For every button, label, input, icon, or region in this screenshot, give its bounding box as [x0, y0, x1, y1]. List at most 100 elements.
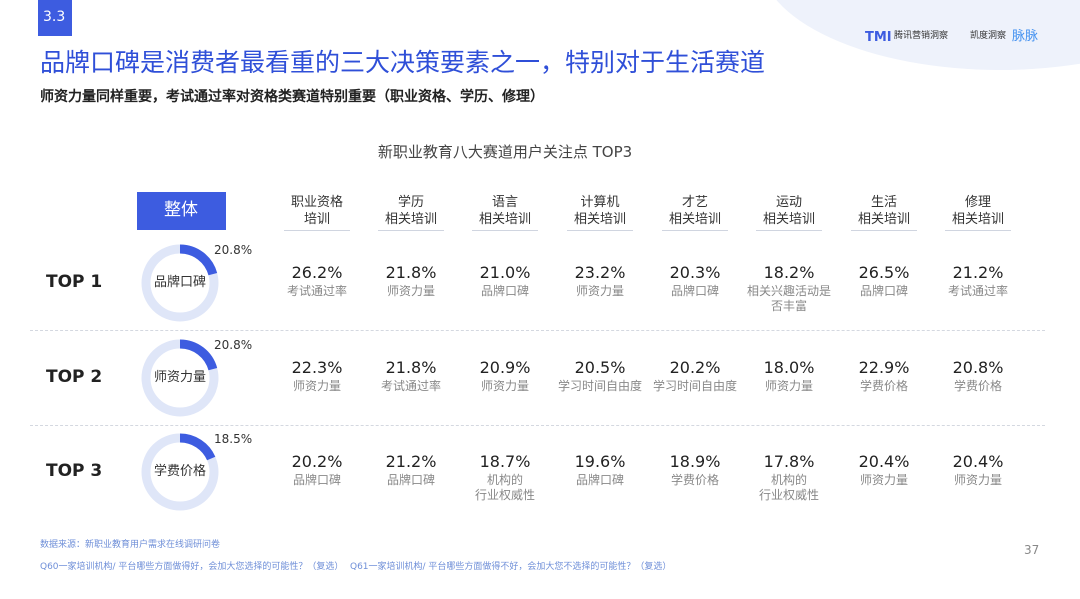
donut-factor: 品牌口碑: [153, 275, 207, 290]
column-header: 相关培训: [478, 212, 532, 227]
cell-factor: 行业权威性: [758, 488, 820, 502]
logo: 凯度洞察: [970, 31, 1007, 41]
column-header: 相关培训: [573, 212, 627, 227]
cell-percent: 20.2%: [291, 452, 343, 471]
column-header: 运动: [775, 195, 803, 210]
column-header: 相关培训: [668, 212, 722, 227]
donut-factor: 学费价格: [153, 464, 207, 479]
header-underline: [472, 230, 538, 231]
cell-percent: 20.4%: [858, 452, 910, 471]
column-header: 相关培训: [384, 212, 438, 227]
column-header: 计算机: [580, 195, 620, 210]
donut-label: 20.8%: [214, 338, 253, 352]
donut-factor: 师资力量: [153, 370, 207, 385]
column-header: 生活: [870, 195, 898, 210]
header-underline: [378, 230, 444, 231]
cell-factor: 考试通过率: [286, 284, 348, 298]
column-header: 相关培训: [857, 212, 911, 227]
cell-factor: 师资力量: [953, 473, 1003, 487]
cell-percent: 18.9%: [669, 452, 721, 471]
cell-percent: 22.9%: [858, 358, 910, 377]
header-underline: [851, 230, 917, 231]
logo: 脉脉: [1012, 29, 1039, 44]
cell-factor: 品牌口碑: [480, 284, 530, 298]
cell-percent: 21.0%: [479, 263, 531, 282]
cell-percent: 20.4%: [952, 452, 1004, 471]
cell-percent: 20.5%: [574, 358, 626, 377]
cell-factor: 品牌口碑: [386, 473, 436, 487]
overall-header-box: [137, 192, 226, 230]
cell-percent: 18.2%: [763, 263, 815, 282]
cell-factor: 机构的: [770, 473, 808, 487]
cell-percent: 21.8%: [385, 263, 437, 282]
logo: 腾讯营销洞察: [894, 31, 949, 41]
cell-factor: 师资力量: [386, 284, 436, 298]
footer-source: 数据来源：新职业教育用户需求在线调研问卷: [40, 540, 221, 550]
column-header: 修理: [964, 195, 992, 210]
cell-percent: 20.8%: [952, 358, 1004, 377]
cell-factor: 学习时间自由度: [652, 379, 738, 393]
cell-percent: 20.9%: [479, 358, 531, 377]
cell-factor: 机构的: [486, 473, 524, 487]
column-header: 学历: [397, 195, 425, 210]
cell-factor: 品牌口碑: [670, 284, 720, 298]
column-header: 相关培训: [951, 212, 1005, 227]
cell-percent: 21.2%: [385, 452, 437, 471]
cell-percent: 20.3%: [669, 263, 721, 282]
cell-factor: 品牌口碑: [292, 473, 342, 487]
column-header: 职业资格: [290, 195, 344, 210]
cell-factor: 学费价格: [859, 379, 909, 393]
cell-factor: 品牌口碑: [575, 473, 625, 487]
cell-factor: 学习时间自由度: [557, 379, 643, 393]
subtitle: 师资力量同样重要，考试通过率对资格类赛道特别重要（职业资格、学历、修理）: [40, 89, 544, 105]
table-title: 新职业教育八大赛道用户关注点 TOP3: [377, 143, 633, 161]
cell-factor: 考试通过率: [947, 284, 1009, 298]
column-header: 才艺: [681, 195, 709, 210]
footer-note: Q61一家培训机构/ 平台哪些方面做得不好，会加大您不选择的可能性？（复选）: [350, 562, 672, 572]
cell-percent: 21.8%: [385, 358, 437, 377]
cell-factor: 否丰富: [770, 299, 808, 313]
slide-number: 3.3: [43, 9, 66, 25]
row-divider: [30, 330, 1045, 331]
row-label: TOP 3: [46, 461, 103, 481]
cell-percent: 18.7%: [479, 452, 531, 471]
title: 品牌口碑是消费者最看重的三大决策要素之一，特别对于生活赛道: [40, 48, 766, 77]
cell-percent: 20.2%: [669, 358, 721, 377]
page-number: 37: [1024, 543, 1040, 557]
header-underline: [945, 230, 1011, 231]
cell-percent: 18.0%: [763, 358, 815, 377]
row-label: TOP 1: [46, 272, 103, 292]
header-underline: [284, 230, 350, 231]
cell-factor: 相关兴趣活动是: [746, 284, 832, 298]
column-header: 相关培训: [762, 212, 816, 227]
cell-percent: 26.2%: [291, 263, 343, 282]
cell-factor: 师资力量: [575, 284, 625, 298]
cell-factor: 师资力量: [292, 379, 342, 393]
cell-percent: 17.8%: [763, 452, 815, 471]
cell-factor: 学费价格: [670, 473, 720, 487]
header-underline: [756, 230, 822, 231]
cell-factor: 师资力量: [480, 379, 530, 393]
cell-factor: 师资力量: [859, 473, 909, 487]
logo: TMI: [865, 30, 892, 45]
overall-header: 整体: [164, 200, 198, 220]
cell-percent: 23.2%: [574, 263, 626, 282]
cell-percent: 22.3%: [291, 358, 343, 377]
cell-factor: 学费价格: [953, 379, 1003, 393]
cell-factor: 品牌口碑: [859, 284, 909, 298]
cell-percent: 26.5%: [858, 263, 910, 282]
donut-label: 18.5%: [214, 432, 253, 446]
cell-factor: 行业权威性: [474, 488, 536, 502]
cell-factor: 师资力量: [764, 379, 814, 393]
row-label: TOP 2: [46, 367, 103, 387]
donut-label: 20.8%: [214, 243, 253, 257]
cell-percent: 19.6%: [574, 452, 626, 471]
header-underline: [662, 230, 728, 231]
cell-factor: 考试通过率: [380, 379, 442, 393]
row-divider: [30, 425, 1045, 426]
cell-percent: 21.2%: [952, 263, 1004, 282]
column-header: 培训: [303, 212, 331, 227]
column-header: 语言: [491, 195, 519, 210]
